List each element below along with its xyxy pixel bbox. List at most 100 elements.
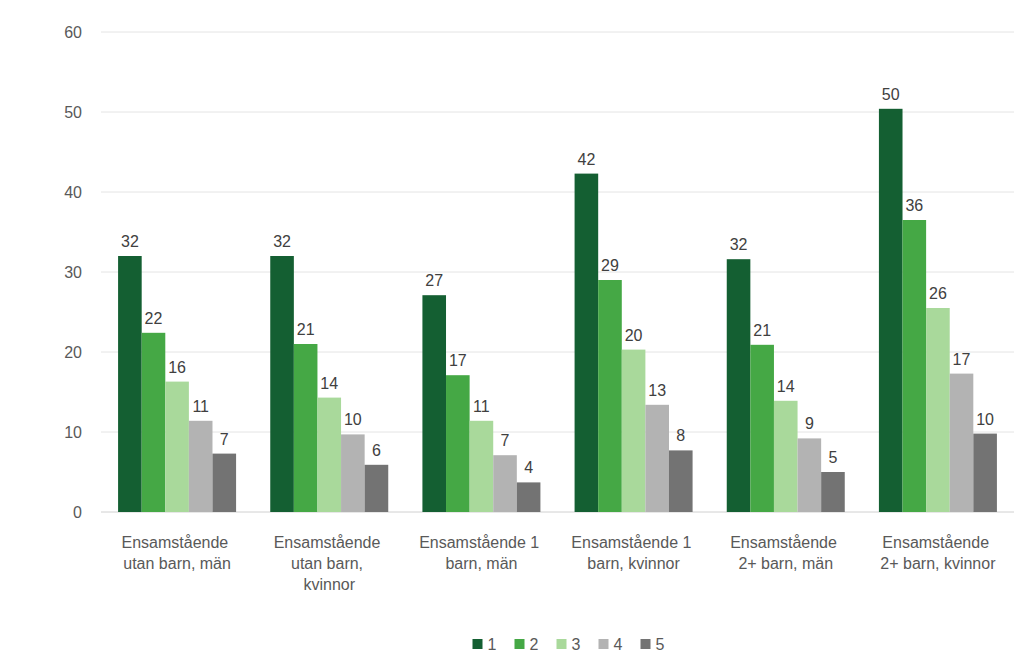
bar [622,350,646,512]
bar [470,421,494,512]
bar [517,482,541,512]
data-label: 21 [297,321,315,338]
y-tick-label: 30 [64,264,82,281]
y-tick-label: 60 [64,24,82,41]
data-label: 22 [145,310,163,327]
data-label: 10 [344,411,362,428]
bars [118,109,997,512]
bar [950,374,974,512]
y-tick-label: 40 [64,184,82,201]
legend-swatch [473,639,483,649]
x-tick-label: Ensamstående 1 barn, kvinnor [571,534,696,572]
data-label: 5 [828,449,837,466]
bar [422,295,446,512]
legend-swatch [515,639,525,649]
data-label: 8 [676,427,685,444]
grid-line [101,432,1014,433]
chart: 0102030405060323227423250222117292136161… [0,0,1024,671]
legend-swatch [557,639,567,649]
grid-line [101,512,1014,513]
x-tick-label: Ensamstående 2+ barn, kvinnor [880,534,996,572]
x-tick-label-line: kvinnor [303,576,355,593]
data-label: 32 [273,233,291,250]
data-label: 7 [501,432,510,449]
data-label: 32 [730,236,748,253]
x-tick-label-line: 2+ barn, kvinnor [880,555,996,572]
data-label: 14 [320,375,338,392]
data-label: 32 [121,233,139,250]
data-label: 4 [524,459,533,476]
data-label: 50 [882,86,900,103]
legend-label: 3 [572,636,581,653]
data-label: 27 [425,272,443,289]
x-tick-label-line: Ensamstående [121,534,232,551]
bar [341,434,365,512]
bar [750,345,774,512]
data-label: 42 [577,151,595,168]
x-tick-label-line: barn, män [445,555,517,572]
legend-swatch [599,639,609,649]
data-label: 20 [625,327,643,344]
data-label: 7 [220,431,229,448]
data-label: 29 [601,257,619,274]
legend-label: 2 [530,636,539,653]
bar [317,398,341,512]
x-tick-label: Ensamstående 2+ barn, män [730,534,841,572]
bar [575,174,599,512]
data-label: 9 [805,415,814,432]
bar [142,333,166,512]
bar [973,434,997,512]
grid-line [101,112,1014,113]
data-label: 16 [168,359,186,376]
x-tick-label-line: Ensamstående 1 [419,534,544,551]
x-tick-label-line: Ensamstående [730,534,841,551]
legend-swatch [641,639,651,649]
x-tick-label-line: barn, kvinnor [587,555,680,572]
bar [645,405,669,512]
bar [798,438,822,512]
bar [270,256,294,512]
x-tick-label: Ensamstående utan barn, kvinnor [274,534,385,593]
bar [493,455,517,512]
bar [727,259,751,512]
bar [189,421,213,512]
data-labels: 3232274232502221172921361614112014261110… [121,86,994,477]
data-label: 6 [372,442,381,459]
data-label: 11 [473,398,490,415]
bar [365,465,389,512]
x-tick-label-line: Ensamstående 1 [571,534,696,551]
data-label: 10 [976,411,994,428]
data-label: 11 [192,398,209,415]
legend-label: 5 [656,636,665,653]
y-tick-label: 10 [64,424,82,441]
bar [821,472,845,512]
x-tick-label: Ensamstående 1 barn, män [419,534,544,572]
legend-label: 4 [614,636,623,653]
grid-line [101,352,1014,353]
y-tick-label: 0 [73,504,82,521]
data-label: 36 [905,197,923,214]
bar [879,109,903,512]
x-tick-label: Ensamstående utan barn, män [121,534,232,572]
bar [118,256,142,512]
bar [903,220,927,512]
x-tick-label-line: 2+ barn, män [738,555,833,572]
bar [446,375,470,512]
legend-label: 1 [488,636,497,653]
data-label: 17 [953,351,971,368]
x-tick-label-line: Ensamstående [274,534,385,551]
x-tick-label-line: utan barn, [291,555,368,572]
x-tick-label-line: utan barn, män [123,555,231,572]
bar [165,382,189,512]
bar [294,344,318,512]
data-label: 13 [648,382,666,399]
grid-line [101,192,1014,193]
legend: 1 2 3 4 5 [473,636,665,653]
data-label: 17 [449,352,467,369]
x-tick-label-line: Ensamstående [882,534,993,551]
bar [598,280,622,512]
grid-line [101,32,1014,33]
bar [774,401,798,512]
grid-line [101,272,1014,273]
y-tick-label: 20 [64,344,82,361]
